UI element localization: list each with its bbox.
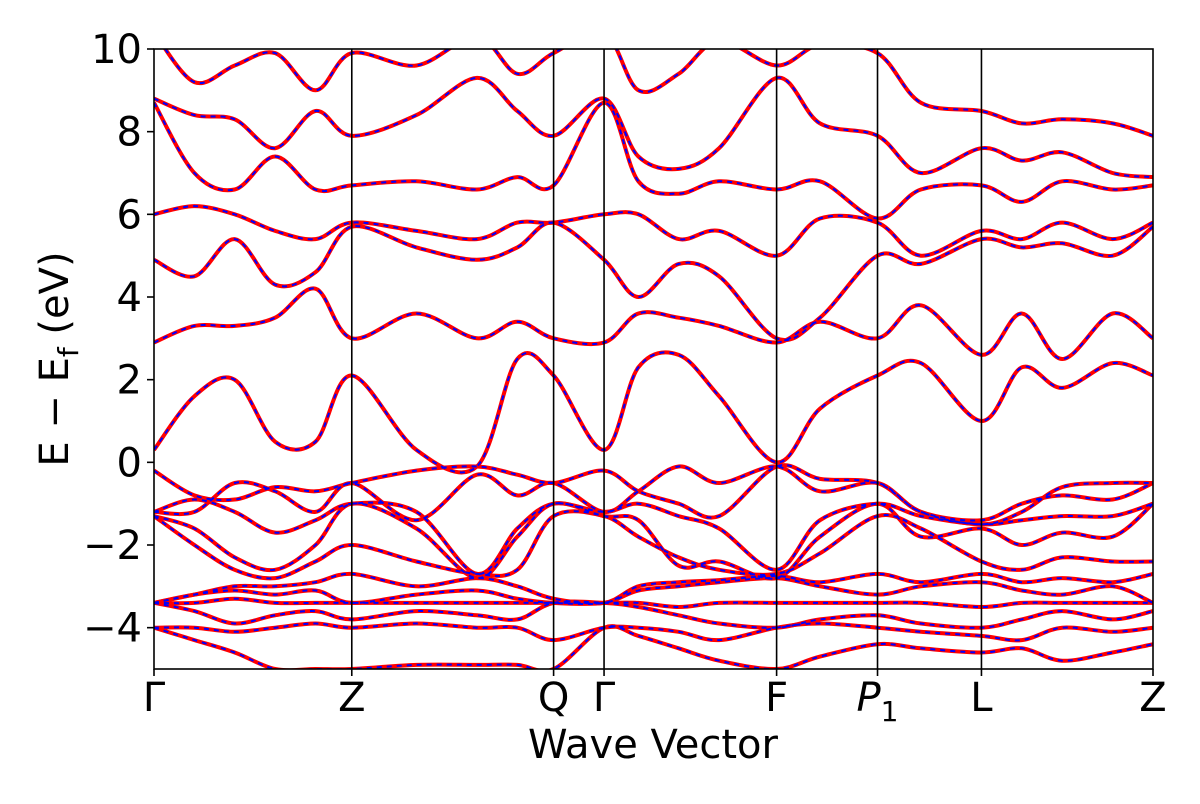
band-line-solid bbox=[154, 501, 1153, 581]
band-line-dashed bbox=[154, 622, 1153, 642]
y-tick-label: 4 bbox=[117, 275, 142, 321]
band-line-dashed bbox=[154, 76, 1153, 179]
band-line-dashed bbox=[154, 101, 1153, 220]
band-line-dashed bbox=[154, 498, 1153, 575]
band-line-solid bbox=[154, 204, 1153, 258]
band-line-dashed bbox=[154, 600, 1153, 629]
band-line-solid bbox=[154, 624, 1153, 669]
x-tick-label: Γ bbox=[143, 675, 166, 721]
x-tick-label: P1 bbox=[857, 675, 899, 728]
y-axis-label-unit: (eV) bbox=[32, 251, 78, 347]
bands-solid-series bbox=[154, 49, 1153, 669]
y-tick-label: 8 bbox=[117, 110, 142, 156]
x-tick-label: Z bbox=[1139, 675, 1166, 721]
y-tick-label: 10 bbox=[91, 27, 142, 73]
band-line-solid bbox=[154, 75, 1153, 180]
bands-dashed-series bbox=[154, 49, 1153, 669]
y-tick-label: 2 bbox=[117, 358, 142, 404]
y-axis-label-main: E − E bbox=[32, 357, 78, 467]
x-tick-label: Γ bbox=[593, 675, 616, 721]
band-line-dashed bbox=[154, 351, 1153, 474]
x-axis-ticks: Γ Z Q Γ F P1 L Z bbox=[143, 669, 1167, 728]
high-symmetry-lines bbox=[350, 49, 983, 669]
band-line-solid bbox=[154, 350, 1153, 475]
x-axis-label: Wave Vector bbox=[528, 722, 779, 768]
band-line-solid bbox=[154, 463, 1153, 527]
y-axis-label-subscript: f bbox=[52, 346, 85, 357]
y-axis-ticks: −4 −2 0 2 4 6 8 10 bbox=[83, 27, 154, 652]
band-line-dashed bbox=[154, 572, 1153, 605]
y-axis-label: E − Ef (eV) bbox=[32, 251, 85, 466]
y-tick-label: 0 bbox=[117, 440, 142, 486]
y-tick-label: −4 bbox=[83, 606, 142, 652]
x-tick-label: Z bbox=[338, 675, 365, 721]
x-tick-label: L bbox=[970, 675, 993, 721]
band-line-dashed bbox=[154, 205, 1153, 257]
x-tick-label: Q bbox=[538, 675, 569, 721]
y-tick-label: −2 bbox=[83, 523, 142, 569]
x-tick-label: F bbox=[765, 675, 788, 721]
band-line-dashed bbox=[154, 625, 1153, 669]
band-line-dashed bbox=[154, 287, 1153, 361]
band-line-dashed bbox=[154, 510, 1153, 580]
band-line-dashed bbox=[154, 577, 1153, 605]
band-line-solid bbox=[154, 286, 1153, 362]
band-line-dashed bbox=[154, 464, 1153, 526]
plot-frame bbox=[153, 48, 1154, 670]
band-line-dashed bbox=[154, 597, 1153, 609]
band-line-dashed bbox=[164, 49, 1153, 137]
y-tick-label: 6 bbox=[117, 192, 142, 238]
band-line-dashed bbox=[154, 221, 1153, 341]
band-line-dashed bbox=[154, 465, 1153, 522]
